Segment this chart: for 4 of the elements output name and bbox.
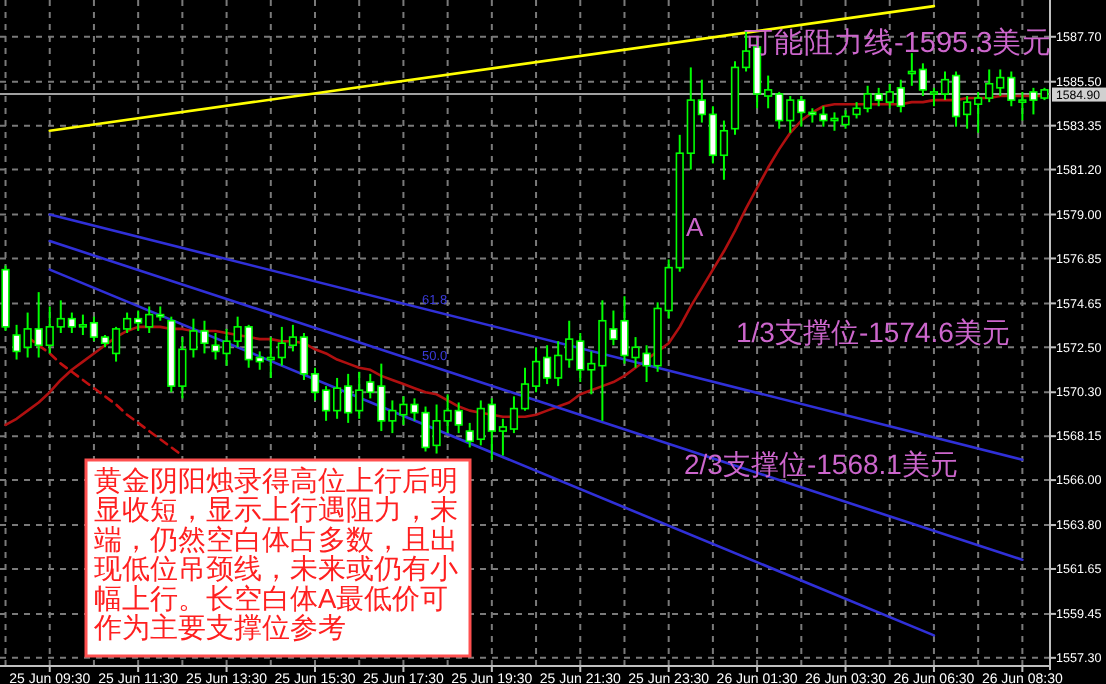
note-box: 黄金阴阳烛录得高位上行后明显收短，显示上行遇阻力，末端，仍然空白体占多数，且出现低位吊颈线，未来或仍有小幅上行。长空白体A最低价可作为主要支撑位参考: [84, 458, 472, 658]
annotation: 黄金阴阳烛录得高位上行后明显收短，显示上行遇阻力，末端，仍然空白体占多数，且出现低位吊颈线，未来或仍有小幅上行。长空白体A最低价可作为主要支撑位参考: [92, 466, 458, 643]
annotation: 1/3支撑位-1574.6美元: [736, 316, 1010, 348]
annotation: A: [686, 212, 704, 242]
